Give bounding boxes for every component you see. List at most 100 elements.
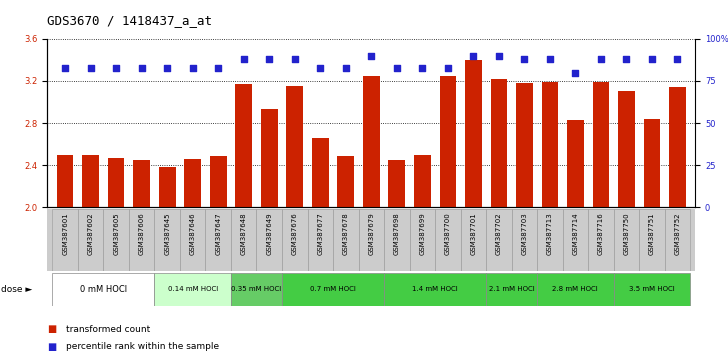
Bar bbox=[231, 209, 256, 271]
Text: GSM387702: GSM387702 bbox=[496, 212, 502, 255]
Text: GSM387602: GSM387602 bbox=[87, 212, 94, 255]
Bar bbox=[542, 82, 558, 207]
Point bbox=[264, 56, 275, 62]
Point bbox=[60, 65, 71, 70]
Bar bbox=[486, 273, 537, 306]
Bar bbox=[461, 209, 486, 271]
Bar bbox=[486, 209, 512, 271]
Text: GDS3670 / 1418437_a_at: GDS3670 / 1418437_a_at bbox=[47, 14, 213, 27]
Bar bbox=[261, 109, 277, 207]
Text: GSM387649: GSM387649 bbox=[266, 212, 272, 255]
Text: GSM387677: GSM387677 bbox=[317, 212, 323, 255]
Bar bbox=[491, 79, 507, 207]
Point bbox=[136, 65, 148, 70]
Bar bbox=[231, 273, 282, 306]
Bar bbox=[358, 209, 384, 271]
Text: GSM387606: GSM387606 bbox=[139, 212, 145, 255]
Text: 0.35 mM HOCl: 0.35 mM HOCl bbox=[232, 286, 282, 292]
Bar bbox=[537, 209, 563, 271]
Bar bbox=[614, 273, 690, 306]
Bar bbox=[205, 209, 231, 271]
Bar bbox=[235, 84, 252, 207]
Point bbox=[646, 56, 657, 62]
Text: GSM387714: GSM387714 bbox=[572, 212, 578, 255]
Point bbox=[442, 65, 454, 70]
Text: 0 mM HOCl: 0 mM HOCl bbox=[80, 285, 127, 294]
Text: dose ►: dose ► bbox=[1, 285, 32, 294]
Bar bbox=[103, 209, 129, 271]
Bar bbox=[184, 159, 201, 207]
Bar bbox=[414, 155, 430, 207]
Bar bbox=[129, 209, 154, 271]
Point bbox=[289, 56, 301, 62]
Bar bbox=[154, 273, 231, 306]
Bar bbox=[410, 209, 435, 271]
Bar bbox=[159, 167, 175, 207]
Text: GSM387678: GSM387678 bbox=[343, 212, 349, 255]
Bar bbox=[618, 91, 635, 207]
Text: GSM387679: GSM387679 bbox=[368, 212, 374, 255]
Bar bbox=[108, 158, 124, 207]
Text: transformed count: transformed count bbox=[66, 325, 150, 334]
Text: percentile rank within the sample: percentile rank within the sample bbox=[66, 342, 218, 352]
Point bbox=[391, 65, 403, 70]
Bar bbox=[307, 209, 333, 271]
Text: GSM387701: GSM387701 bbox=[470, 212, 476, 255]
Text: 0.7 mM HOCl: 0.7 mM HOCl bbox=[310, 286, 356, 292]
Point bbox=[620, 56, 632, 62]
Text: GSM387646: GSM387646 bbox=[190, 212, 196, 255]
Bar bbox=[440, 76, 456, 207]
Bar bbox=[82, 155, 99, 207]
Point bbox=[314, 65, 326, 70]
Bar bbox=[154, 209, 180, 271]
Bar bbox=[588, 209, 614, 271]
Bar bbox=[563, 209, 588, 271]
Text: GSM387700: GSM387700 bbox=[445, 212, 451, 255]
Point bbox=[467, 53, 479, 59]
Text: 0.14 mM HOCl: 0.14 mM HOCl bbox=[167, 286, 218, 292]
Bar bbox=[210, 156, 226, 207]
Bar bbox=[567, 120, 584, 207]
Text: GSM387676: GSM387676 bbox=[292, 212, 298, 255]
Bar bbox=[57, 155, 74, 207]
Text: GSM387645: GSM387645 bbox=[165, 212, 170, 255]
Bar bbox=[512, 209, 537, 271]
Point bbox=[162, 65, 173, 70]
Point bbox=[671, 56, 683, 62]
Text: ■: ■ bbox=[47, 324, 57, 334]
Bar bbox=[665, 209, 690, 271]
Text: GSM387713: GSM387713 bbox=[547, 212, 553, 255]
Bar bbox=[338, 156, 354, 207]
Text: GSM387716: GSM387716 bbox=[598, 212, 604, 255]
Text: GSM387750: GSM387750 bbox=[623, 212, 630, 255]
Bar bbox=[593, 82, 609, 207]
Bar bbox=[133, 160, 150, 207]
Bar bbox=[389, 160, 405, 207]
Text: GSM387601: GSM387601 bbox=[62, 212, 68, 255]
Bar bbox=[52, 209, 78, 271]
Point bbox=[238, 56, 250, 62]
Bar bbox=[52, 273, 154, 306]
Text: GSM387647: GSM387647 bbox=[215, 212, 221, 255]
Point bbox=[416, 65, 428, 70]
Bar bbox=[435, 209, 461, 271]
Point bbox=[518, 56, 530, 62]
Point bbox=[544, 56, 555, 62]
Bar bbox=[282, 209, 307, 271]
Point bbox=[213, 65, 224, 70]
Bar bbox=[644, 119, 660, 207]
Bar bbox=[78, 209, 103, 271]
Point bbox=[365, 53, 377, 59]
Text: GSM387605: GSM387605 bbox=[113, 212, 119, 255]
Text: 2.1 mM HOCl: 2.1 mM HOCl bbox=[488, 286, 534, 292]
Bar bbox=[180, 209, 205, 271]
Text: 2.8 mM HOCl: 2.8 mM HOCl bbox=[553, 286, 598, 292]
Bar bbox=[669, 87, 686, 207]
Point bbox=[187, 65, 199, 70]
Point bbox=[111, 65, 122, 70]
Text: GSM387703: GSM387703 bbox=[521, 212, 527, 255]
Bar bbox=[282, 273, 384, 306]
Text: 1.4 mM HOCl: 1.4 mM HOCl bbox=[412, 286, 458, 292]
Text: ■: ■ bbox=[47, 342, 57, 352]
Point bbox=[595, 56, 606, 62]
